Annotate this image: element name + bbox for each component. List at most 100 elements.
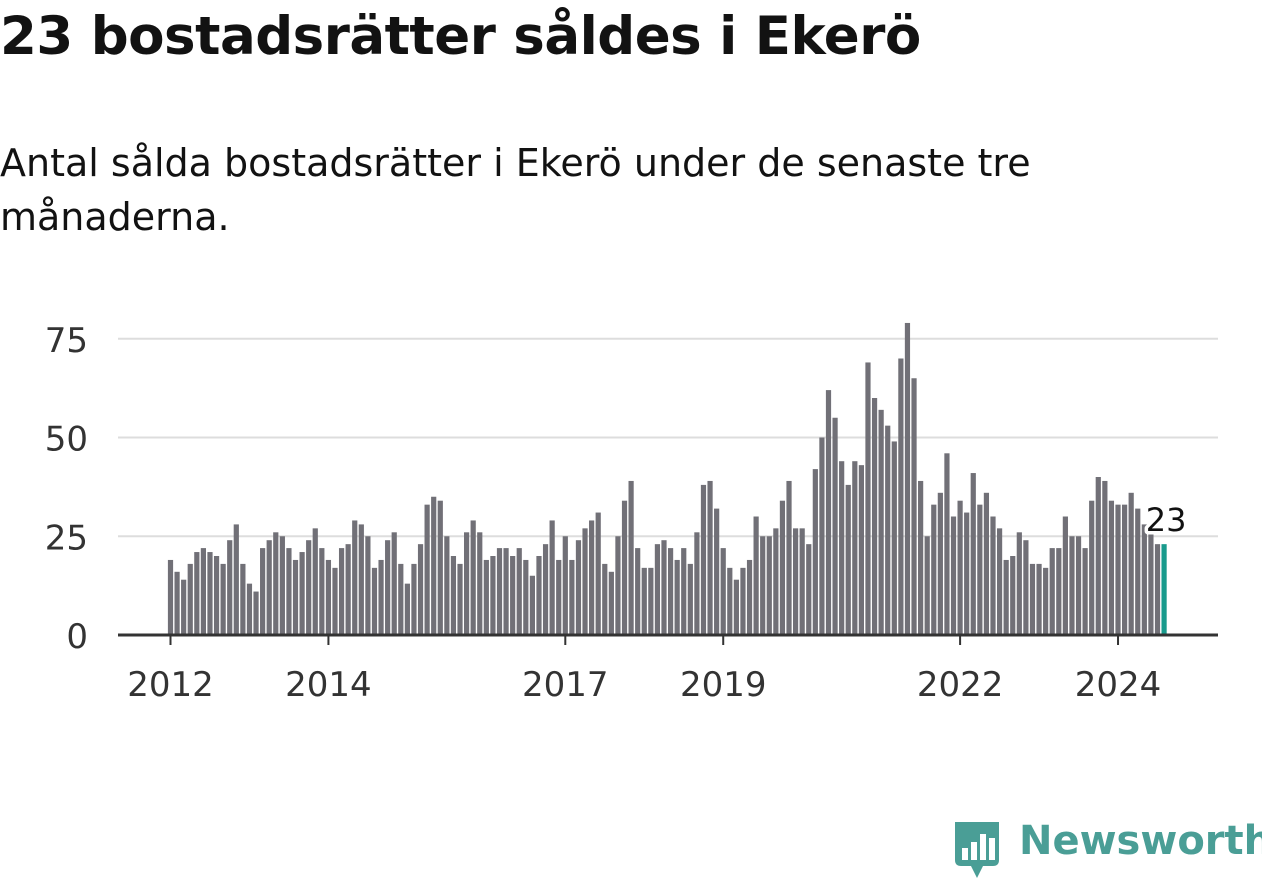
bar — [924, 536, 930, 635]
bar — [944, 453, 950, 635]
bar — [299, 552, 305, 635]
bar — [1135, 508, 1141, 635]
bar-highlight — [1161, 544, 1167, 635]
bar — [865, 362, 871, 635]
y-tick-label: 50 — [45, 420, 88, 460]
bar — [957, 500, 963, 635]
bar — [654, 544, 661, 635]
x-tick-label: 2022 — [917, 665, 1004, 705]
bar — [450, 556, 457, 635]
bar — [1056, 548, 1062, 635]
bar — [371, 567, 378, 635]
bar — [779, 500, 786, 635]
bar — [773, 528, 779, 635]
bar — [937, 492, 943, 635]
bar — [996, 528, 1003, 635]
x-tick-label: 2024 — [1075, 665, 1162, 705]
bar — [273, 532, 279, 635]
bar — [812, 469, 818, 635]
bar — [167, 559, 174, 635]
bar — [352, 520, 358, 635]
x-tick-label: 2012 — [127, 665, 214, 705]
bar — [950, 516, 957, 635]
bar — [398, 563, 404, 635]
bar — [306, 540, 312, 635]
bar — [878, 409, 884, 635]
bar — [1003, 559, 1009, 635]
bar — [898, 358, 904, 635]
bar — [556, 559, 562, 635]
y-tick-label: 0 — [66, 617, 88, 657]
bar — [404, 583, 410, 635]
bar — [733, 579, 739, 635]
bar — [417, 544, 424, 635]
bar — [911, 378, 917, 635]
bar — [240, 563, 246, 635]
bar — [1023, 540, 1029, 635]
bar — [582, 528, 588, 635]
bar — [891, 441, 897, 635]
bar — [931, 504, 937, 635]
bar — [470, 520, 476, 635]
bar — [279, 536, 285, 635]
bar — [516, 548, 522, 635]
x-tick-label: 2017 — [522, 665, 609, 705]
bar — [1141, 524, 1147, 635]
bar — [1016, 532, 1022, 635]
bar — [1102, 480, 1108, 635]
bar — [529, 575, 535, 635]
bar — [1095, 477, 1101, 635]
bar — [358, 524, 364, 635]
chart-subtitle: Antal sålda bostadsrätter i Ekerö under … — [0, 141, 1031, 239]
bar — [602, 563, 608, 635]
bar — [727, 567, 733, 635]
bar — [1148, 528, 1154, 635]
bar — [457, 563, 463, 635]
bar — [1089, 500, 1095, 635]
bar — [549, 520, 555, 635]
bar — [332, 567, 338, 635]
bar — [681, 548, 687, 635]
bar — [1036, 563, 1042, 635]
bar — [786, 480, 792, 635]
x-tick-label: 2014 — [285, 665, 372, 705]
bar — [391, 532, 397, 635]
bar — [799, 528, 805, 635]
bar — [213, 556, 220, 635]
bar — [983, 492, 990, 635]
bar — [266, 540, 272, 635]
bar — [207, 552, 213, 635]
bar — [338, 548, 345, 635]
bar — [595, 512, 601, 635]
bar — [766, 536, 772, 635]
bar — [424, 504, 430, 635]
bar — [260, 548, 266, 635]
bar — [714, 508, 720, 635]
bar — [707, 480, 713, 635]
bar — [1075, 536, 1082, 635]
y-tick-label: 75 — [45, 321, 88, 361]
bar — [292, 559, 299, 635]
bar — [187, 563, 193, 635]
bar — [1128, 492, 1134, 635]
bar — [977, 504, 983, 635]
bar — [378, 559, 384, 635]
bar — [496, 548, 503, 635]
bar — [687, 563, 693, 635]
bar — [1108, 500, 1115, 635]
bar — [825, 390, 832, 635]
bar — [437, 500, 443, 635]
bar — [431, 496, 437, 635]
bar — [918, 480, 924, 635]
bar — [246, 583, 253, 635]
bar — [832, 417, 838, 635]
bar — [194, 552, 200, 635]
bar — [845, 484, 851, 635]
bar — [621, 500, 628, 635]
bar — [635, 548, 641, 635]
bar — [569, 559, 575, 635]
bar — [503, 548, 509, 635]
brand-name: Newsworthy — [1019, 818, 1262, 864]
bar — [970, 473, 976, 635]
